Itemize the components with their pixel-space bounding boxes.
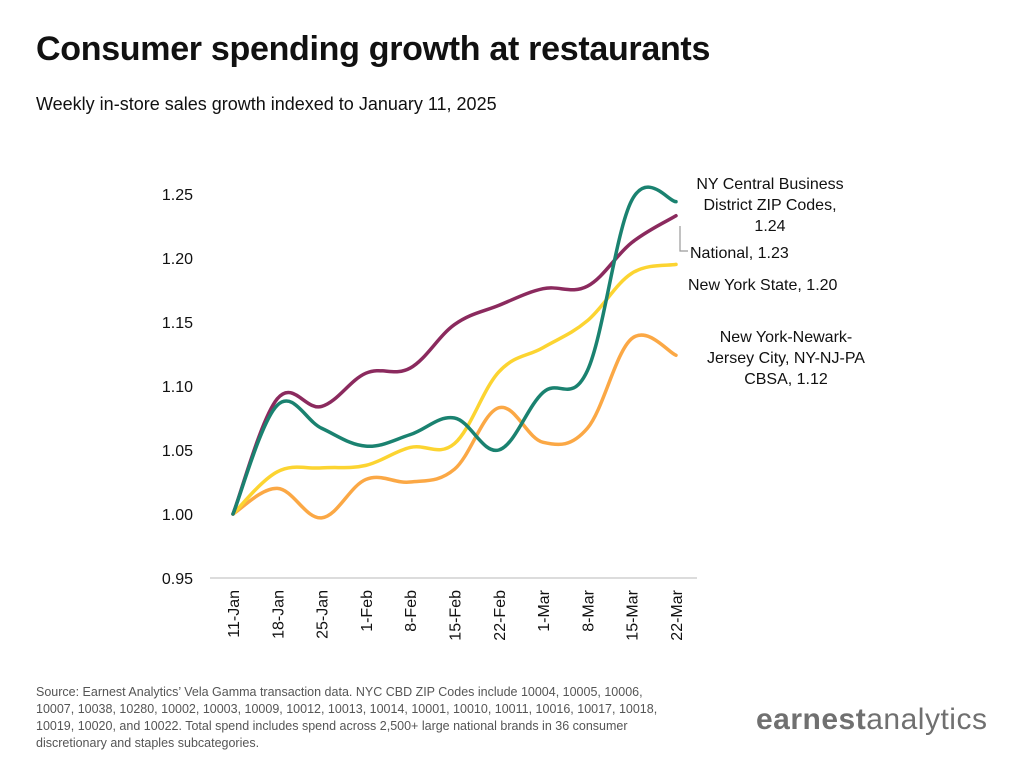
x-tick-label: 1-Mar (536, 589, 553, 631)
y-tick-label: 1.15 (162, 315, 193, 332)
series-labels: NY Central Business District ZIP Codes, 1.… (688, 176, 865, 388)
series-line-ny-nj-pa-cbsa (231, 333, 678, 520)
chart-title: Consumer spending growth at restaurants (36, 30, 711, 68)
logo-text-earnest: earnest (756, 703, 867, 736)
x-tick-label: 1-Feb (359, 590, 376, 632)
series-label-national: National, 1.23 (690, 245, 789, 262)
label-leader-lines (679, 226, 688, 252)
x-tick-label: 15-Mar (625, 589, 642, 640)
x-tick-label: 15-Feb (448, 590, 465, 641)
y-tick-label: 1.10 (162, 379, 193, 396)
national-label-leader (679, 226, 688, 252)
series-label-ny-nj-pa-cbsa: New York-Newark-Jersey City, NY-NJ-PA CBS… (707, 329, 865, 388)
x-tick-label: 8-Feb (403, 590, 420, 632)
line-chart: 0.95 1.00 1.05 1.10 1.15 1.20 1.25 11-Jan 18-Ja… (162, 176, 865, 641)
series-label-ny-cbd-zip: NY Central Business District ZIP Codes, 1.… (696, 176, 843, 235)
x-tick-label: 22-Feb (492, 590, 509, 641)
series-label-ny-state: New York State, 1.20 (688, 277, 838, 294)
y-axis: 0.95 1.00 1.05 1.10 1.15 1.20 1.25 (162, 187, 193, 588)
source-note: Source: Earnest Analytics’ Vela Gamma tr… (36, 685, 658, 750)
y-tick-label: 1.25 (162, 187, 193, 204)
chart-subtitle: Weekly in-store sales growth indexed to … (36, 94, 497, 114)
x-tick-label: 25-Jan (315, 590, 332, 639)
x-tick-label: 8-Mar (580, 589, 597, 631)
y-tick-label: 1.00 (162, 507, 193, 524)
x-tick-label: 18-Jan (270, 590, 287, 639)
y-tick-label: 0.95 (162, 571, 193, 588)
y-tick-label: 1.05 (162, 443, 193, 460)
x-tick-label: 11-Jan (226, 590, 243, 638)
x-tick-label: 22-Mar (669, 589, 686, 640)
series-line-national (231, 214, 678, 516)
y-tick-label: 1.20 (162, 251, 193, 268)
series-line-ny-state (231, 262, 678, 516)
logo-text-analytics: analytics (866, 703, 988, 736)
earnest-analytics-logo: earnestanalytics (756, 703, 987, 737)
series-line-ny-cbd-zip (231, 185, 678, 516)
x-axis: 11-Jan 18-Jan 25-Jan 1-Feb 8-Feb 15-Feb 22-Feb… (226, 589, 686, 640)
series-lines (231, 185, 678, 520)
